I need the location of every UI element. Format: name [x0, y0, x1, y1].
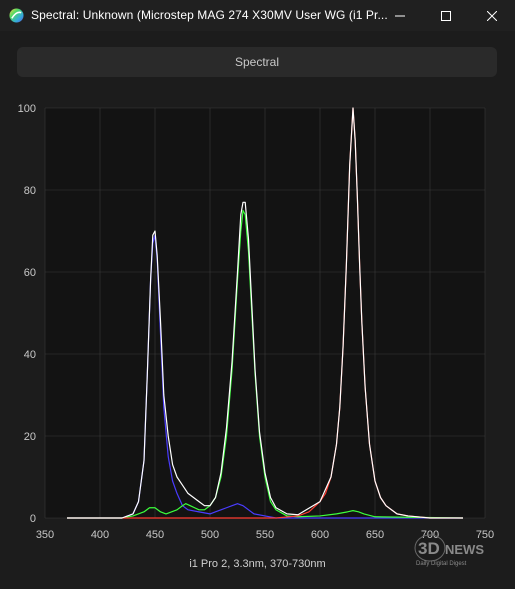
x-tick-labels: 350 400 450 500 550 600 650 700 750 [36, 529, 494, 541]
app-logo-icon [9, 8, 24, 23]
y-tick-label: 60 [24, 267, 36, 279]
3dnews-watermark: 3D NEWS Daily Digital Digest [414, 534, 484, 567]
white-spectrum-line [67, 107, 463, 519]
x-tick-label: 400 [91, 529, 109, 541]
close-button[interactable] [469, 0, 515, 31]
spectral-tab[interactable]: Spectral [17, 47, 497, 77]
watermark-line3: Daily Digital Digest [416, 561, 467, 567]
maximize-button[interactable] [423, 0, 469, 31]
minimize-icon [395, 15, 405, 16]
y-tick-label: 80 [24, 185, 36, 197]
watermark-line2: NEWS [445, 542, 484, 557]
window-title: Spectral: Unknown (Microstep MAG 274 X30… [31, 8, 388, 22]
y-tick-labels: 0 20 40 60 80 100 [18, 103, 36, 525]
title-bar: Spectral: Unknown (Microstep MAG 274 X30… [0, 0, 515, 31]
close-icon [487, 10, 497, 21]
x-tick-label: 600 [311, 529, 329, 541]
chart-series [67, 107, 464, 519]
y-tick-label: 0 [30, 513, 36, 525]
y-tick-label: 20 [24, 431, 36, 443]
y-tick-label: 100 [18, 103, 36, 115]
minimize-button[interactable] [377, 0, 423, 31]
x-tick-label: 450 [146, 529, 164, 541]
maximize-icon [441, 10, 451, 21]
watermark-line1: 3D [418, 539, 440, 558]
x-axis-caption: i1 Pro 2, 3.3nm, 370-730nm [189, 558, 326, 570]
x-tick-label: 500 [201, 529, 219, 541]
x-tick-label: 350 [36, 529, 54, 541]
window-content: Spectral 0 20 40 60 80 100 350 400 450 500 550 600… [0, 31, 515, 589]
y-tick-label: 40 [24, 349, 36, 361]
x-tick-label: 650 [366, 529, 384, 541]
x-tick-label: 750 [476, 529, 494, 541]
x-tick-label: 550 [256, 529, 274, 541]
